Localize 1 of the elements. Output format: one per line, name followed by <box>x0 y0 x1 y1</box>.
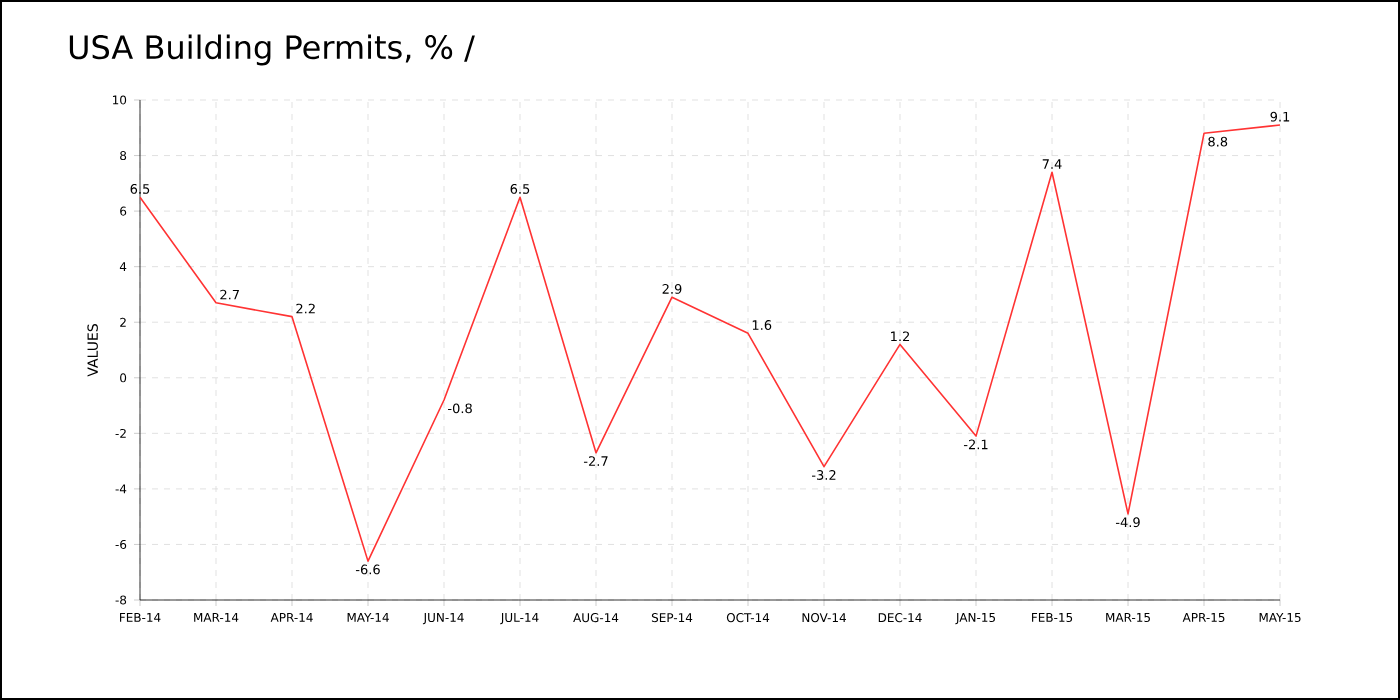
chart-title: USA Building Permits, % / <box>69 34 475 66</box>
